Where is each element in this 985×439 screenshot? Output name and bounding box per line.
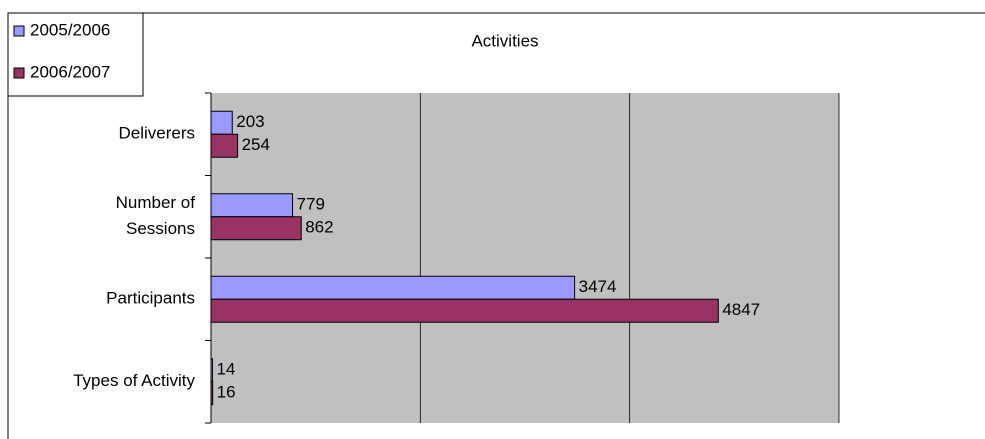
- bar: [210, 110, 233, 135]
- legend-swatch: [13, 67, 25, 79]
- bar: [210, 298, 719, 323]
- plot-area: [211, 93, 839, 423]
- bar: [210, 358, 213, 383]
- legend-box: [7, 12, 144, 97]
- value-label: 203: [236, 112, 264, 131]
- value-label: 862: [305, 218, 333, 237]
- label-line: Number of: [116, 193, 196, 212]
- bar: [210, 133, 239, 158]
- legend-label: 2006/2007: [30, 62, 110, 81]
- bar: [210, 216, 302, 241]
- value-label: 14: [216, 360, 235, 379]
- bar: [210, 193, 294, 218]
- bar: [210, 275, 576, 300]
- legend-swatch: [13, 25, 25, 37]
- value-label: 4847: [722, 300, 760, 319]
- chart-title: Activities: [471, 31, 538, 50]
- value-label: 16: [217, 383, 236, 402]
- value-label: 779: [297, 195, 325, 214]
- value-label: 254: [242, 135, 270, 154]
- bar: [210, 381, 214, 406]
- y-tick-label: Number of Sessions: [116, 193, 196, 238]
- value-label: 3474: [579, 277, 617, 296]
- label-line: Sessions: [126, 219, 195, 238]
- y-tick-label: Participants: [106, 289, 195, 308]
- y-tick-label: Deliverers: [118, 124, 195, 143]
- legend-label: 2005/2006: [30, 20, 110, 39]
- y-tick-label: Types of Activity: [73, 371, 195, 390]
